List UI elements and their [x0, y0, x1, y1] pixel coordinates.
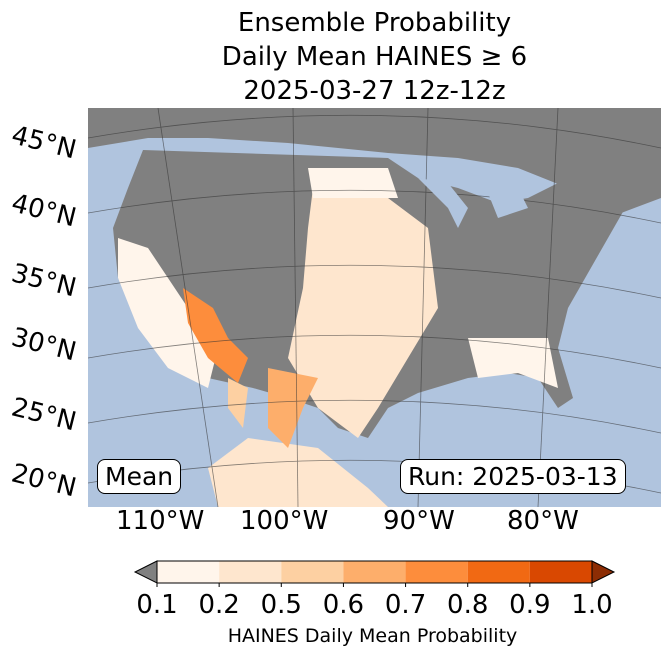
mexico-prob-area	[228, 378, 248, 428]
colorbar-segment	[467, 561, 530, 583]
colorbar-label: HAINES Daily Mean Probability	[227, 625, 518, 647]
title-line-1: Ensemble Probability	[237, 8, 512, 38]
lat-label: 35°N	[8, 258, 80, 304]
lon-label: 110°W	[116, 506, 205, 536]
canada-land	[88, 108, 661, 218]
plains-prob-area	[288, 188, 438, 438]
colorbar-segment	[157, 561, 220, 583]
lat-label: 30°N	[8, 322, 80, 368]
colorbar-tick-label: 1.0	[571, 590, 613, 620]
texas-prob-area	[268, 368, 318, 448]
colorbar-segment	[405, 561, 468, 583]
run-label-box: Run: 2025-03-13	[400, 459, 626, 494]
great-lakes	[418, 178, 528, 228]
mexico-land	[208, 438, 388, 507]
colorbar	[133, 560, 616, 587]
lat-label: 45°N	[8, 120, 80, 166]
colorbar-tick-label: 0.7	[384, 590, 427, 620]
lat-label: 40°N	[8, 188, 80, 234]
southeast-prob-area	[468, 338, 558, 388]
probability-map	[88, 108, 661, 507]
colorbar-tick-label: 0.2	[198, 590, 240, 620]
lon-label: 90°W	[383, 506, 455, 536]
title-line-2: Daily Mean HAINES ≥ 6	[221, 42, 528, 72]
arizona-high-prob-area	[183, 288, 248, 383]
colorbar-tick-label: 0.6	[322, 590, 365, 620]
colorbar-segment	[219, 561, 282, 583]
stat-label-box: Mean	[97, 459, 182, 494]
title-line-3: 2025-03-27 12z-12z	[243, 76, 506, 106]
lat-label: 20°N	[8, 458, 80, 504]
colorbar-tick-label: 0.9	[509, 590, 551, 620]
colorbar-tick-label: 0.8	[447, 590, 489, 620]
california-prob-area	[118, 238, 218, 388]
colorbar-segment	[529, 561, 592, 583]
colorbar-segment	[343, 561, 406, 583]
colorbar-over-triangle	[591, 560, 616, 584]
north-plains-prob-area	[308, 168, 398, 198]
colorbar-segment	[281, 561, 344, 583]
colorbar-outline	[156, 560, 593, 584]
lon-label: 100°W	[240, 506, 329, 536]
lon-label: 80°W	[507, 506, 579, 536]
lat-label: 25°N	[8, 392, 80, 438]
colorbar-under-triangle	[133, 560, 158, 584]
colorbar-tick-label: 0.5	[260, 590, 302, 620]
colorbar-tick-label: 0.1	[136, 590, 178, 620]
